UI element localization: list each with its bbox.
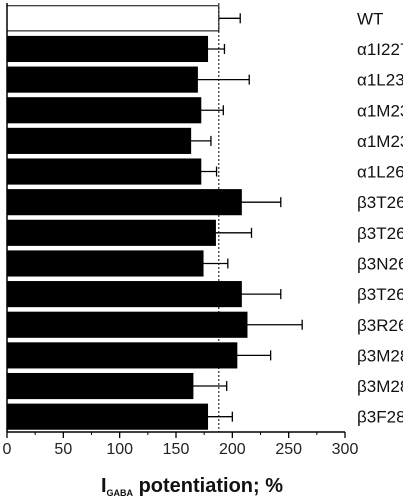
bar-8 xyxy=(6,250,204,277)
bar-9 xyxy=(6,281,242,308)
category-label-1: α1I227A xyxy=(357,40,403,59)
bar-6 xyxy=(6,189,242,216)
bar-12 xyxy=(6,372,194,400)
x-ticks-layer: 0 50 100 150 200 250 300 xyxy=(3,432,359,458)
bar-5 xyxy=(6,158,202,185)
bar-7 xyxy=(6,219,216,246)
bars-layer xyxy=(6,5,248,430)
error-bars-layer xyxy=(190,13,303,422)
x-tick-label-6: 300 xyxy=(332,441,359,458)
x-tick-label-4: 200 xyxy=(219,441,246,458)
category-labels-layer: WT α1I227A α1L231A α1M235A α1M235W α1L268A β3T… xyxy=(357,9,403,426)
x-axis-title: IGABA potentiation; % xyxy=(101,475,283,498)
bar-2 xyxy=(6,66,198,93)
bar-11 xyxy=(6,342,238,369)
category-label-2: α1L231A xyxy=(357,71,403,90)
category-label-4: α1M235W xyxy=(357,132,403,151)
x-tick-label-3: 150 xyxy=(163,441,190,458)
category-label-7: β3T262S xyxy=(357,224,403,243)
bar-1 xyxy=(6,35,209,63)
x-tick-label-5: 250 xyxy=(275,441,302,458)
x-axis-title-main: I xyxy=(101,475,107,497)
bar-3 xyxy=(6,97,202,124)
category-label-12: β3M286W xyxy=(357,377,403,396)
category-label-9: β3T266A xyxy=(357,285,403,304)
bar-13 xyxy=(6,403,209,430)
category-label-6: β3T262A xyxy=(357,193,403,212)
x-axis-title-subscript: GABA xyxy=(107,488,134,498)
category-label-3: α1M235A xyxy=(357,101,403,120)
category-label-8: β3N265S xyxy=(357,254,403,273)
x-axis-title-rest: potentiation; % xyxy=(133,475,283,497)
category-label-0: WT xyxy=(357,9,383,28)
x-tick-label-2: 100 xyxy=(106,441,133,458)
category-label-13: β3F289S xyxy=(357,408,403,427)
bar-10 xyxy=(6,311,248,338)
x-tick-label-0: 0 xyxy=(3,441,12,458)
x-tick-label-1: 50 xyxy=(54,441,72,458)
category-label-5: α1L268A xyxy=(357,163,403,182)
bar-4 xyxy=(6,127,192,154)
category-label-10: β3R269A xyxy=(357,316,403,335)
bar-0 xyxy=(6,5,220,32)
category-label-11: β3M286A xyxy=(357,346,403,365)
